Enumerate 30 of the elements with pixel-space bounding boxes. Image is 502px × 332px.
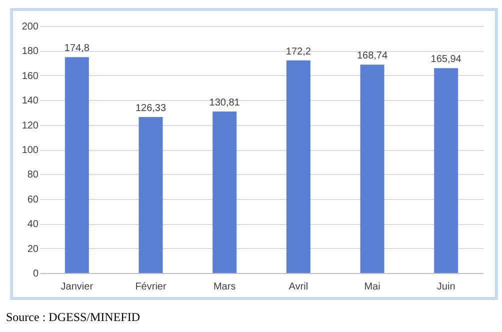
data-label: 130,81 bbox=[209, 97, 240, 108]
bar bbox=[434, 68, 458, 273]
y-tick-label: 40 bbox=[27, 219, 39, 230]
x-tick-label: Avril bbox=[288, 282, 308, 292]
y-tick-label: 80 bbox=[27, 170, 39, 181]
y-tick-label: 180 bbox=[22, 46, 39, 58]
data-label: 165,94 bbox=[430, 54, 462, 66]
y-tick-label: 120 bbox=[22, 120, 39, 132]
y-tick-label: 160 bbox=[22, 70, 39, 82]
data-label: 126,33 bbox=[135, 102, 166, 114]
y-tick-label: 60 bbox=[27, 194, 39, 206]
bar bbox=[138, 116, 163, 273]
y-tick-label: 100 bbox=[22, 145, 39, 156]
bar bbox=[286, 60, 310, 273]
data-label: 172,2 bbox=[286, 46, 312, 58]
source-note: Source : DGESS/MINEFID bbox=[6, 310, 140, 325]
bar bbox=[64, 57, 89, 273]
y-tick-label: 140 bbox=[22, 96, 39, 107]
x-tick-label: Juin bbox=[436, 282, 456, 292]
bar bbox=[360, 64, 384, 273]
bar bbox=[212, 111, 237, 273]
x-tick-label: Février bbox=[135, 282, 167, 292]
x-tick-label: Janvier bbox=[60, 282, 94, 292]
data-label: 168,74 bbox=[356, 50, 388, 62]
x-tick-label: Mars bbox=[213, 282, 236, 292]
y-tick-label: 20 bbox=[27, 244, 39, 255]
y-tick-label: 200 bbox=[22, 22, 39, 32]
data-label: 174,8 bbox=[64, 43, 90, 54]
y-tick-label: 0 bbox=[32, 268, 39, 280]
x-tick-label: Mai bbox=[364, 282, 380, 292]
